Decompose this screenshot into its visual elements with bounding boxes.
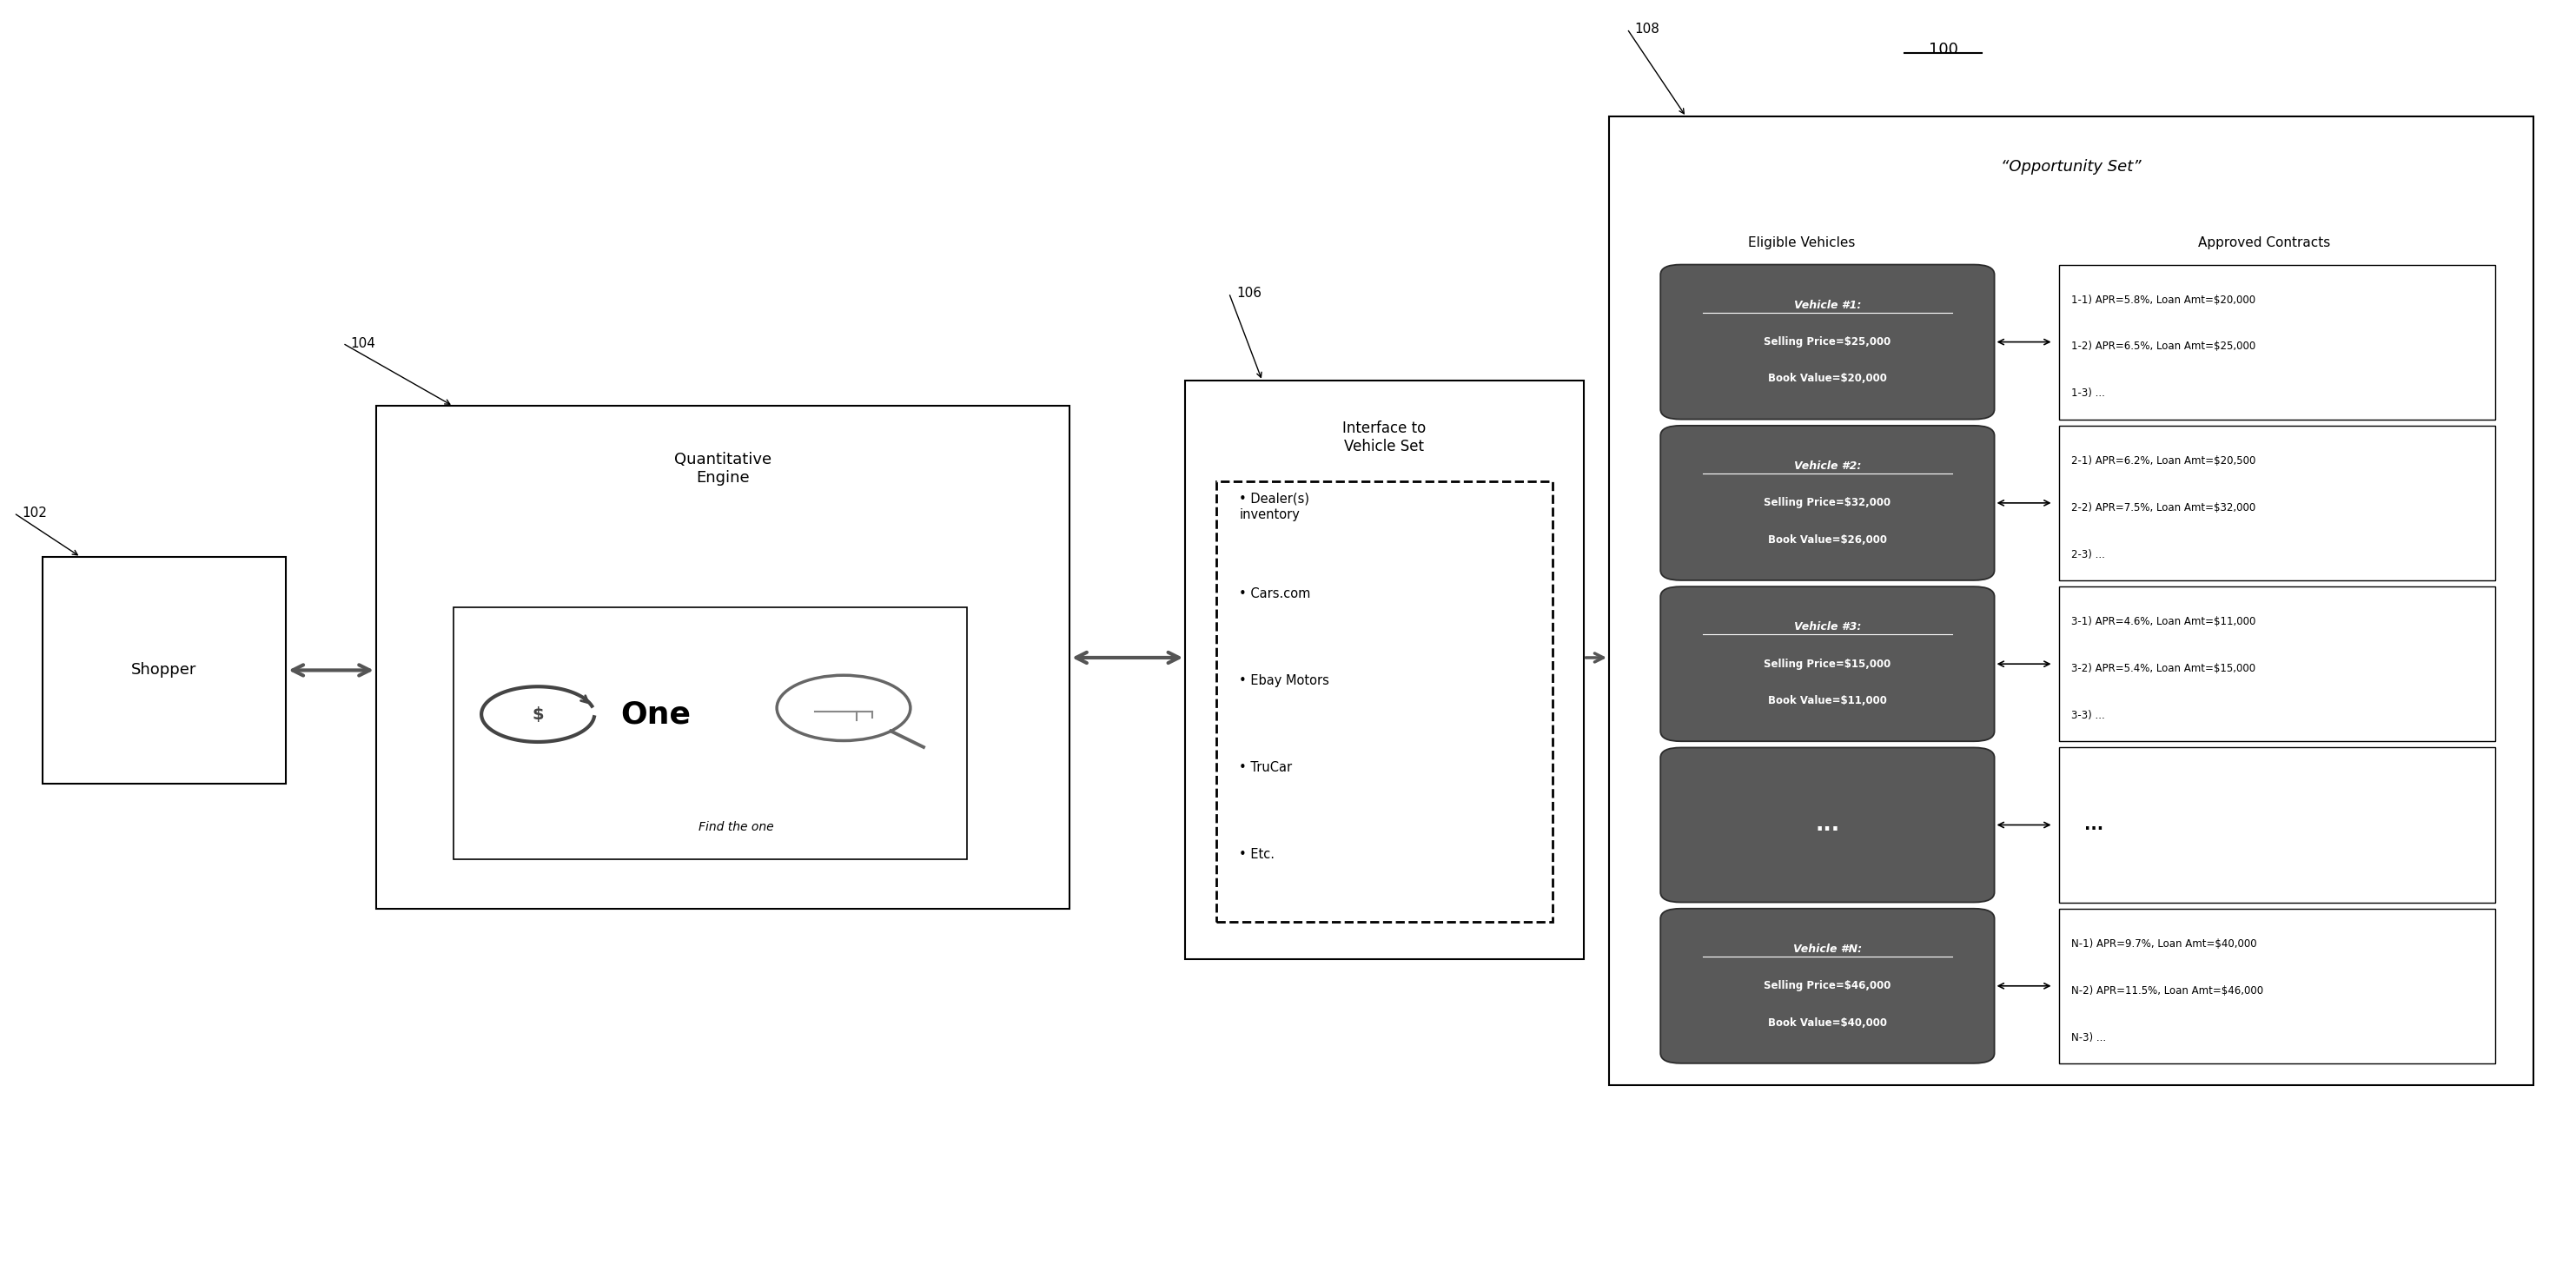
FancyBboxPatch shape [1662,264,1994,419]
Text: Selling Price=$15,000: Selling Price=$15,000 [1765,658,1891,669]
Text: Book Value=$11,000: Book Value=$11,000 [1767,696,1886,706]
FancyBboxPatch shape [1185,381,1584,960]
Text: Vehicle #3:: Vehicle #3: [1793,621,1860,632]
Text: • Ebay Motors: • Ebay Motors [1239,674,1329,687]
Bar [1216,482,1553,922]
Text: 104: 104 [350,336,376,349]
Text: 3-2) APR=5.4%, Loan Amt=$15,000: 3-2) APR=5.4%, Loan Amt=$15,000 [2071,663,2257,674]
Text: • Dealer(s)
inventory: • Dealer(s) inventory [1239,492,1309,521]
FancyBboxPatch shape [1610,116,2535,1085]
Text: 108: 108 [1636,23,1659,35]
Text: $: $ [533,706,544,722]
Text: Book Value=$20,000: Book Value=$20,000 [1767,373,1886,385]
Text: Shopper: Shopper [131,663,196,678]
Text: One: One [621,700,690,729]
Text: Vehicle #1:: Vehicle #1: [1793,300,1860,311]
Text: Selling Price=$32,000: Selling Price=$32,000 [1765,497,1891,509]
Text: 2-3) ...: 2-3) ... [2071,549,2105,560]
FancyBboxPatch shape [1662,748,1994,902]
Text: 1-1) APR=5.8%, Loan Amt=$20,000: 1-1) APR=5.8%, Loan Amt=$20,000 [2071,295,2257,305]
Text: Vehicle #N:: Vehicle #N: [1793,944,1862,955]
FancyBboxPatch shape [376,406,1069,910]
Text: Selling Price=$25,000: Selling Price=$25,000 [1765,336,1891,348]
Text: • Etc.: • Etc. [1239,848,1275,861]
Text: 2-1) APR=6.2%, Loan Amt=$20,500: 2-1) APR=6.2%, Loan Amt=$20,500 [2071,455,2257,467]
Text: N-3) ...: N-3) ... [2071,1032,2107,1044]
FancyBboxPatch shape [2058,748,2496,902]
Text: 3-1) APR=4.6%, Loan Amt=$11,000: 3-1) APR=4.6%, Loan Amt=$11,000 [2071,616,2257,627]
Text: Selling Price=$46,000: Selling Price=$46,000 [1765,980,1891,992]
Text: N-2) APR=11.5%, Loan Amt=$46,000: N-2) APR=11.5%, Loan Amt=$46,000 [2071,985,2264,997]
Text: N-1) APR=9.7%, Loan Amt=$40,000: N-1) APR=9.7%, Loan Amt=$40,000 [2071,939,2257,950]
Text: Vehicle #2:: Vehicle #2: [1793,460,1860,472]
Text: • TruCar: • TruCar [1239,762,1293,774]
Text: “Opportunity Set”: “Opportunity Set” [2002,159,2141,175]
FancyBboxPatch shape [1662,908,1994,1064]
FancyBboxPatch shape [41,557,286,783]
FancyBboxPatch shape [1662,425,1994,581]
Text: Interface to
Vehicle Set: Interface to Vehicle Set [1342,421,1427,454]
Text: Find the one: Find the one [698,821,773,834]
FancyBboxPatch shape [2058,587,2496,741]
Text: 100: 100 [1929,42,1958,57]
Text: Approved Contracts: Approved Contracts [2197,237,2331,249]
Text: ...: ... [2084,817,2105,834]
FancyBboxPatch shape [2058,425,2496,581]
FancyBboxPatch shape [1662,587,1994,741]
Text: • Cars.com: • Cars.com [1239,587,1311,600]
Text: Book Value=$40,000: Book Value=$40,000 [1767,1017,1888,1028]
Text: 1-2) APR=6.5%, Loan Amt=$25,000: 1-2) APR=6.5%, Loan Amt=$25,000 [2071,342,2257,352]
Text: Quantitative
Engine: Quantitative Engine [675,452,773,486]
Text: Book Value=$26,000: Book Value=$26,000 [1767,534,1888,545]
Text: 3-3) ...: 3-3) ... [2071,710,2105,721]
FancyBboxPatch shape [2058,264,2496,419]
Text: 102: 102 [21,506,46,520]
Text: 1-3) ...: 1-3) ... [2071,388,2105,400]
Text: Eligible Vehicles: Eligible Vehicles [1749,237,1855,249]
FancyBboxPatch shape [2058,908,2496,1064]
Text: 106: 106 [1236,286,1262,300]
Text: ...: ... [1816,815,1839,835]
Text: 2-2) APR=7.5%, Loan Amt=$32,000: 2-2) APR=7.5%, Loan Amt=$32,000 [2071,502,2257,514]
FancyBboxPatch shape [453,607,966,859]
